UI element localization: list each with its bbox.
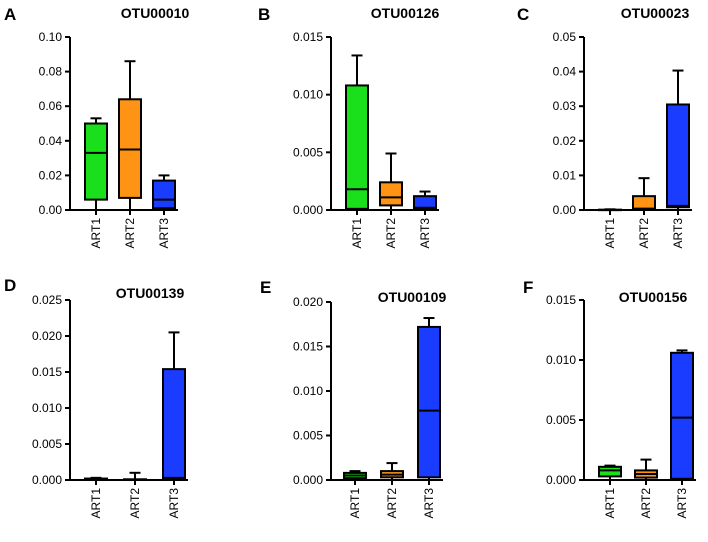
panel-letter: F	[523, 278, 533, 297]
y-tick-label: 0.02	[39, 168, 63, 182]
box-art3	[670, 349, 694, 480]
box-art2	[632, 177, 656, 212]
panel-title: OTU00156	[619, 289, 688, 305]
panel-title: OTU00023	[621, 5, 690, 21]
y-tick-label: 0.00	[39, 203, 63, 217]
box-art2	[118, 60, 142, 210]
box-art3	[162, 331, 186, 480]
y-tick-label: 0.03	[553, 99, 577, 113]
box-art3	[152, 174, 176, 210]
box-iqr	[413, 195, 437, 210]
y-tick-label: 0.010	[293, 88, 323, 102]
box-art1	[84, 476, 108, 481]
y-tick-label: 0.015	[293, 340, 323, 354]
panel-letter: A	[4, 5, 16, 24]
x-tick-label: ART1	[89, 488, 103, 519]
y-tick-label: 0.010	[546, 353, 576, 367]
x-tick-label: ART1	[603, 218, 617, 249]
box-art3	[666, 69, 690, 210]
panel-letter: E	[260, 278, 271, 297]
x-tick-label: ART2	[637, 218, 651, 249]
y-tick-label: 0.005	[546, 413, 576, 427]
panel-title: OTU00139	[116, 285, 185, 301]
box-art1	[84, 117, 108, 210]
y-tick-label: 0.06	[39, 99, 63, 113]
panel-a: A OTU00010 0.00 0.02 0.04 0.06 0.08 0.10 ART1 ART…	[4, 5, 189, 248]
box-art1	[345, 54, 369, 210]
x-tick-label: ART1	[350, 218, 364, 249]
x-tick-label: ART2	[123, 218, 137, 249]
x-tick-label: ART3	[167, 488, 181, 519]
x-tick-label: ART2	[384, 218, 398, 249]
box-art1	[598, 208, 622, 212]
x-tick-label: ART3	[418, 218, 432, 249]
y-tick-label: 0.000	[293, 473, 323, 487]
y-tick-label: 0.010	[293, 384, 323, 398]
panel-title: OTU00126	[371, 5, 440, 21]
box-iqr	[417, 325, 441, 479]
y-tick-label: 0.000	[32, 473, 62, 487]
y-tick-label: 0.020	[32, 329, 62, 343]
box-art1	[598, 464, 622, 480]
panel-e: E OTU00109 0.000 0.005 0.010 0.015 0.020 ART1 AR…	[260, 278, 446, 518]
x-tick-label: ART3	[675, 488, 689, 519]
box-iqr	[84, 122, 108, 201]
x-tick-label: ART2	[385, 488, 399, 519]
y-tick-label: 0.005	[32, 437, 62, 451]
box-iqr	[666, 103, 690, 209]
panel-title: OTU00010	[121, 5, 190, 21]
box-art2	[634, 458, 658, 480]
y-tick-label: 0.020	[293, 295, 323, 309]
x-tick-label: ART3	[671, 218, 685, 249]
y-tick-label: 0.000	[293, 203, 323, 217]
box-iqr	[162, 368, 186, 480]
y-tick-label: 0.04	[39, 134, 63, 148]
x-tick-label: ART1	[89, 218, 103, 249]
y-tick-label: 0.010	[32, 401, 62, 415]
y-tick-label: 0.00	[553, 203, 577, 217]
y-tick-label: 0.10	[39, 30, 63, 44]
y-tick-label: 0.015	[293, 30, 323, 44]
y-tick-label: 0.000	[546, 473, 576, 487]
panel-letter: C	[517, 5, 529, 24]
y-tick-label: 0.05	[553, 30, 577, 44]
panel-f: F OTU00156 0.000 0.005 0.010 0.015 ART1 ART2 ART…	[523, 278, 696, 518]
y-tick-label: 0.01	[553, 168, 577, 182]
panel-b: B OTU00126 0.000 0.005 0.010 0.015 ART1 ART2 ART…	[258, 5, 439, 248]
box-art3	[413, 190, 437, 210]
panel-letter: D	[4, 276, 16, 295]
x-tick-label: ART1	[603, 488, 617, 519]
x-tick-label: ART1	[348, 488, 362, 519]
panel-d: D OTU00139 0.000 0.005 0.010 0.015 0.020 0.025 A…	[4, 276, 188, 518]
y-tick-label: 0.02	[553, 134, 577, 148]
box-iqr	[345, 84, 369, 210]
y-tick-label: 0.005	[293, 145, 323, 159]
box-iqr	[152, 179, 176, 210]
box-iqr	[670, 351, 694, 480]
x-tick-label: ART3	[157, 218, 171, 249]
panel-letter: B	[258, 5, 270, 24]
x-tick-label: ART2	[639, 488, 653, 519]
box-art1	[343, 470, 367, 480]
y-tick-label: 0.08	[39, 65, 63, 79]
box-art2	[123, 471, 147, 481]
x-tick-label: ART3	[422, 488, 436, 519]
y-tick-label: 0.005	[293, 429, 323, 443]
box-iqr	[598, 465, 622, 478]
box-art3	[417, 317, 441, 480]
y-tick-label: 0.025	[32, 293, 62, 307]
y-tick-label: 0.04	[553, 65, 577, 79]
y-tick-label: 0.015	[546, 293, 576, 307]
panel-c: C OTU00023 0.00 0.01 0.02 0.03 0.04 0.05 ART1 ART…	[517, 5, 692, 248]
x-tick-label: ART2	[128, 488, 142, 519]
panel-title: OTU00109	[378, 289, 447, 305]
box-iqr	[379, 181, 403, 207]
box-art2	[380, 462, 404, 480]
box-art2	[379, 152, 403, 210]
y-tick-label: 0.015	[32, 365, 62, 379]
